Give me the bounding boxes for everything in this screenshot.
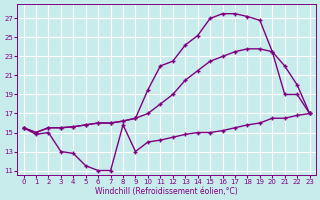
X-axis label: Windchill (Refroidissement éolien,°C): Windchill (Refroidissement éolien,°C): [95, 187, 238, 196]
